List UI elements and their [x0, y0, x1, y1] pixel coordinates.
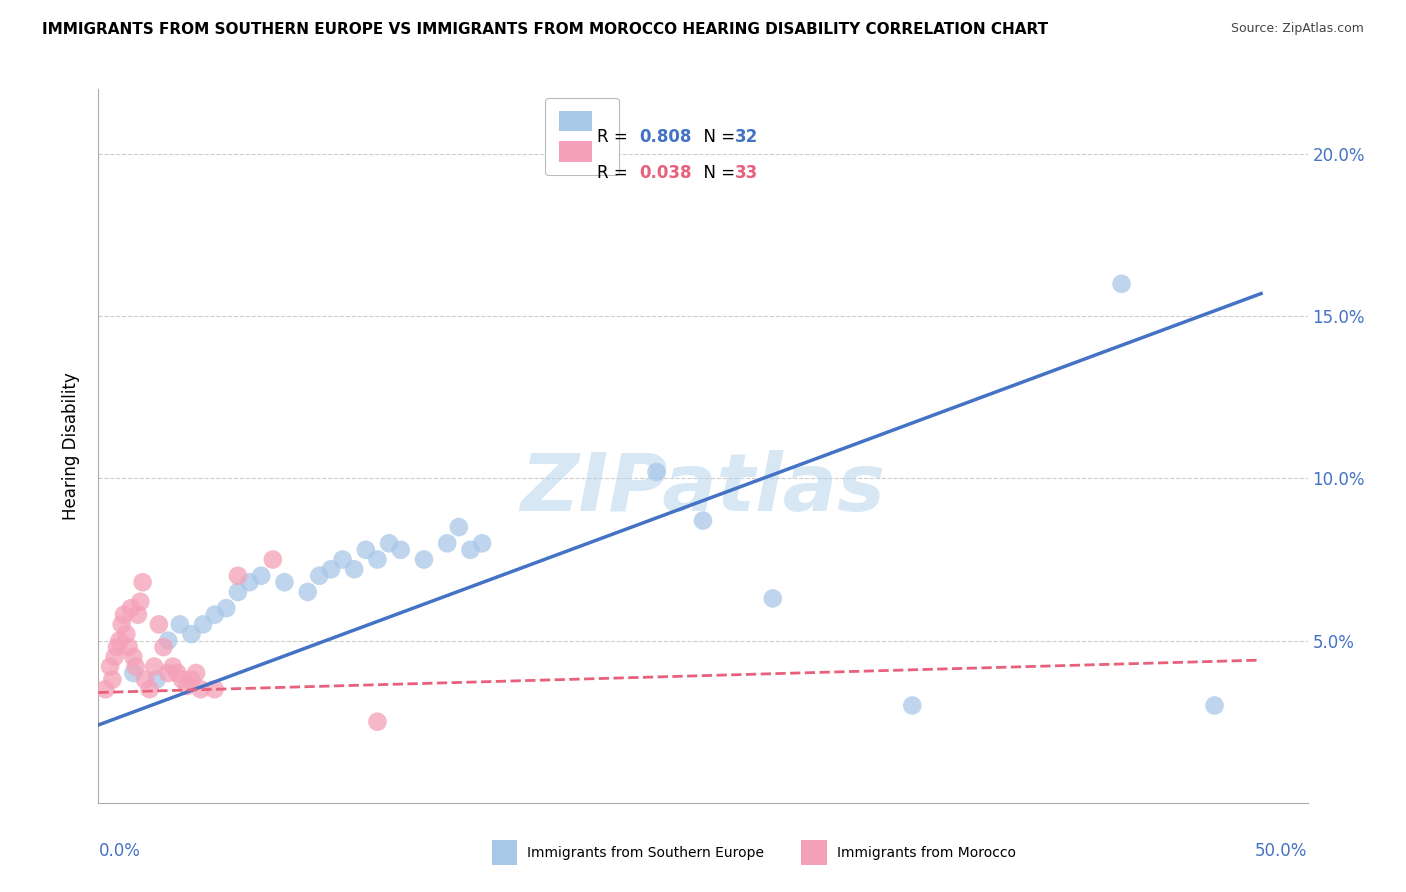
Point: [226, 568, 249, 582]
Point: [184, 666, 207, 681]
Point: [145, 673, 167, 687]
Point: [471, 536, 494, 550]
Point: [162, 659, 184, 673]
Point: [122, 649, 145, 664]
Point: [204, 682, 226, 697]
Point: [901, 698, 924, 713]
Point: [319, 562, 342, 576]
Text: R =: R =: [598, 164, 633, 182]
Point: [250, 568, 273, 582]
Point: [191, 617, 214, 632]
Point: [104, 649, 127, 664]
Point: [378, 536, 401, 550]
Text: 0.808: 0.808: [640, 128, 692, 146]
Point: [134, 673, 156, 687]
Point: [122, 666, 145, 681]
Point: [436, 536, 458, 550]
Point: [645, 465, 668, 479]
Point: [262, 552, 284, 566]
Text: R =: R =: [598, 128, 633, 146]
Point: [120, 601, 142, 615]
Point: [354, 542, 377, 557]
Point: [226, 585, 249, 599]
Point: [112, 607, 135, 622]
Point: [169, 617, 191, 632]
Text: Source: ZipAtlas.com: Source: ZipAtlas.com: [1230, 22, 1364, 36]
Text: 50.0%: 50.0%: [1256, 842, 1308, 860]
Point: [131, 575, 153, 590]
Point: [297, 585, 319, 599]
Y-axis label: Hearing Disability: Hearing Disability: [62, 372, 80, 520]
Point: [239, 575, 262, 590]
Point: [105, 640, 128, 654]
Point: [111, 617, 134, 632]
Point: [180, 673, 202, 687]
Point: [1204, 698, 1226, 713]
Point: [1111, 277, 1133, 291]
Point: [366, 552, 388, 566]
Point: [308, 568, 330, 582]
Point: [152, 640, 174, 654]
Point: [366, 714, 388, 729]
Text: 0.038: 0.038: [640, 164, 692, 182]
Point: [157, 666, 180, 681]
Point: [172, 673, 194, 687]
Text: 0.0%: 0.0%: [98, 842, 141, 860]
Point: [157, 633, 180, 648]
Point: [115, 627, 138, 641]
Text: 33: 33: [735, 164, 758, 182]
Text: IMMIGRANTS FROM SOUTHERN EUROPE VS IMMIGRANTS FROM MOROCCO HEARING DISABILITY CO: IMMIGRANTS FROM SOUTHERN EUROPE VS IMMIG…: [42, 22, 1049, 37]
Text: 32: 32: [735, 128, 758, 146]
Point: [413, 552, 436, 566]
Point: [180, 627, 202, 641]
Point: [389, 542, 412, 557]
Point: [166, 666, 188, 681]
Text: Immigrants from Morocco: Immigrants from Morocco: [837, 846, 1015, 860]
Point: [148, 617, 170, 632]
Point: [332, 552, 354, 566]
Point: [98, 659, 121, 673]
Text: Immigrants from Southern Europe: Immigrants from Southern Europe: [527, 846, 765, 860]
Point: [176, 679, 198, 693]
Point: [190, 682, 212, 697]
Point: [692, 514, 714, 528]
Point: [94, 682, 117, 697]
Text: N =: N =: [693, 128, 740, 146]
Point: [460, 542, 482, 557]
Point: [129, 595, 152, 609]
Point: [343, 562, 366, 576]
Legend: , : ,: [546, 97, 619, 175]
Point: [127, 607, 149, 622]
Point: [215, 601, 238, 615]
Text: ZIPatlas: ZIPatlas: [520, 450, 886, 528]
Point: [273, 575, 295, 590]
Point: [204, 607, 226, 622]
Point: [138, 682, 160, 697]
Point: [124, 659, 146, 673]
Point: [143, 659, 166, 673]
Point: [108, 633, 131, 648]
Text: N =: N =: [693, 164, 740, 182]
Point: [118, 640, 141, 654]
Point: [762, 591, 785, 606]
Point: [101, 673, 124, 687]
Point: [447, 520, 470, 534]
